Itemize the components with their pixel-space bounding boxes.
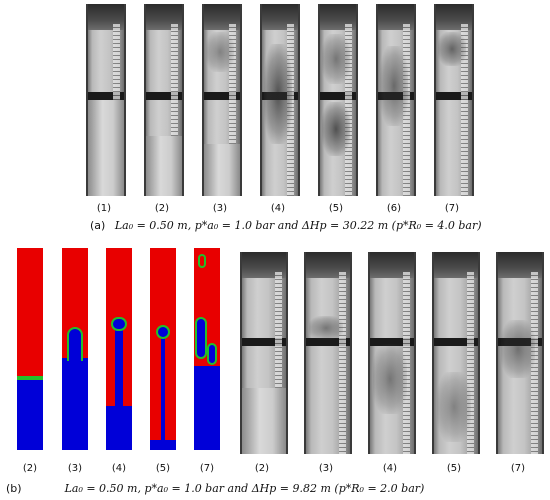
photo-frame-a4 [260, 4, 300, 196]
photo-frame-a2 [144, 4, 184, 196]
frame-label-a3: (3) [212, 203, 228, 214]
photo-frame-a5 [318, 4, 358, 196]
sim-label-b3: (3) [67, 463, 83, 474]
photo-frame-a1 [86, 4, 126, 196]
caption-a: (a) La₀ = 0.50 m, p*a₀ = 1.0 bar and ΔHp… [90, 219, 482, 232]
caption-b-tag: (b) [6, 482, 22, 495]
photo-label-b7: (7) [510, 463, 526, 474]
frame-label-a1: (1) [96, 203, 112, 214]
sim-label-b2: (2) [22, 463, 38, 474]
photo-frame-b5 [432, 252, 480, 454]
sim-label-b7: (7) [199, 463, 215, 474]
caption-b: (b) La₀ = 0.50 m, p*a₀ = 1.0 bar and ΔHp… [6, 482, 424, 495]
caption-b-text: La₀ = 0.50 m, p*a₀ = 1.0 bar and ΔHp = 9… [64, 482, 425, 495]
photo-label-b3: (3) [318, 463, 334, 474]
photo-label-b5: (5) [446, 463, 462, 474]
photo-frame-b4 [368, 252, 416, 454]
frame-label-a4: (4) [270, 203, 286, 214]
caption-a-tag: (a) [90, 219, 106, 232]
sim-frame-b4 [106, 248, 132, 450]
frame-label-a6: (6) [386, 203, 402, 214]
frame-label-a5: (5) [328, 203, 344, 214]
photo-frame-b2 [240, 252, 288, 454]
photo-frame-a3 [202, 4, 242, 196]
sim-label-b4: (4) [111, 463, 127, 474]
sim-frame-b3 [62, 248, 88, 450]
sim-frame-b7 [194, 248, 220, 450]
photo-frame-a7 [434, 4, 474, 196]
sim-label-b5: (5) [155, 463, 171, 474]
photo-frame-a6 [376, 4, 416, 196]
photo-label-b4: (4) [382, 463, 398, 474]
photo-label-b2: (2) [254, 463, 270, 474]
sim-frame-b5 [150, 248, 176, 450]
frame-label-a2: (2) [154, 203, 170, 214]
frame-label-a7: (7) [444, 203, 460, 214]
photo-frame-b7 [496, 252, 544, 454]
sim-frame-b2 [17, 248, 43, 450]
photo-frame-b3 [304, 252, 352, 454]
caption-a-text: La₀ = 0.50 m, p*a₀ = 1.0 bar and ΔHp = 3… [114, 219, 482, 232]
